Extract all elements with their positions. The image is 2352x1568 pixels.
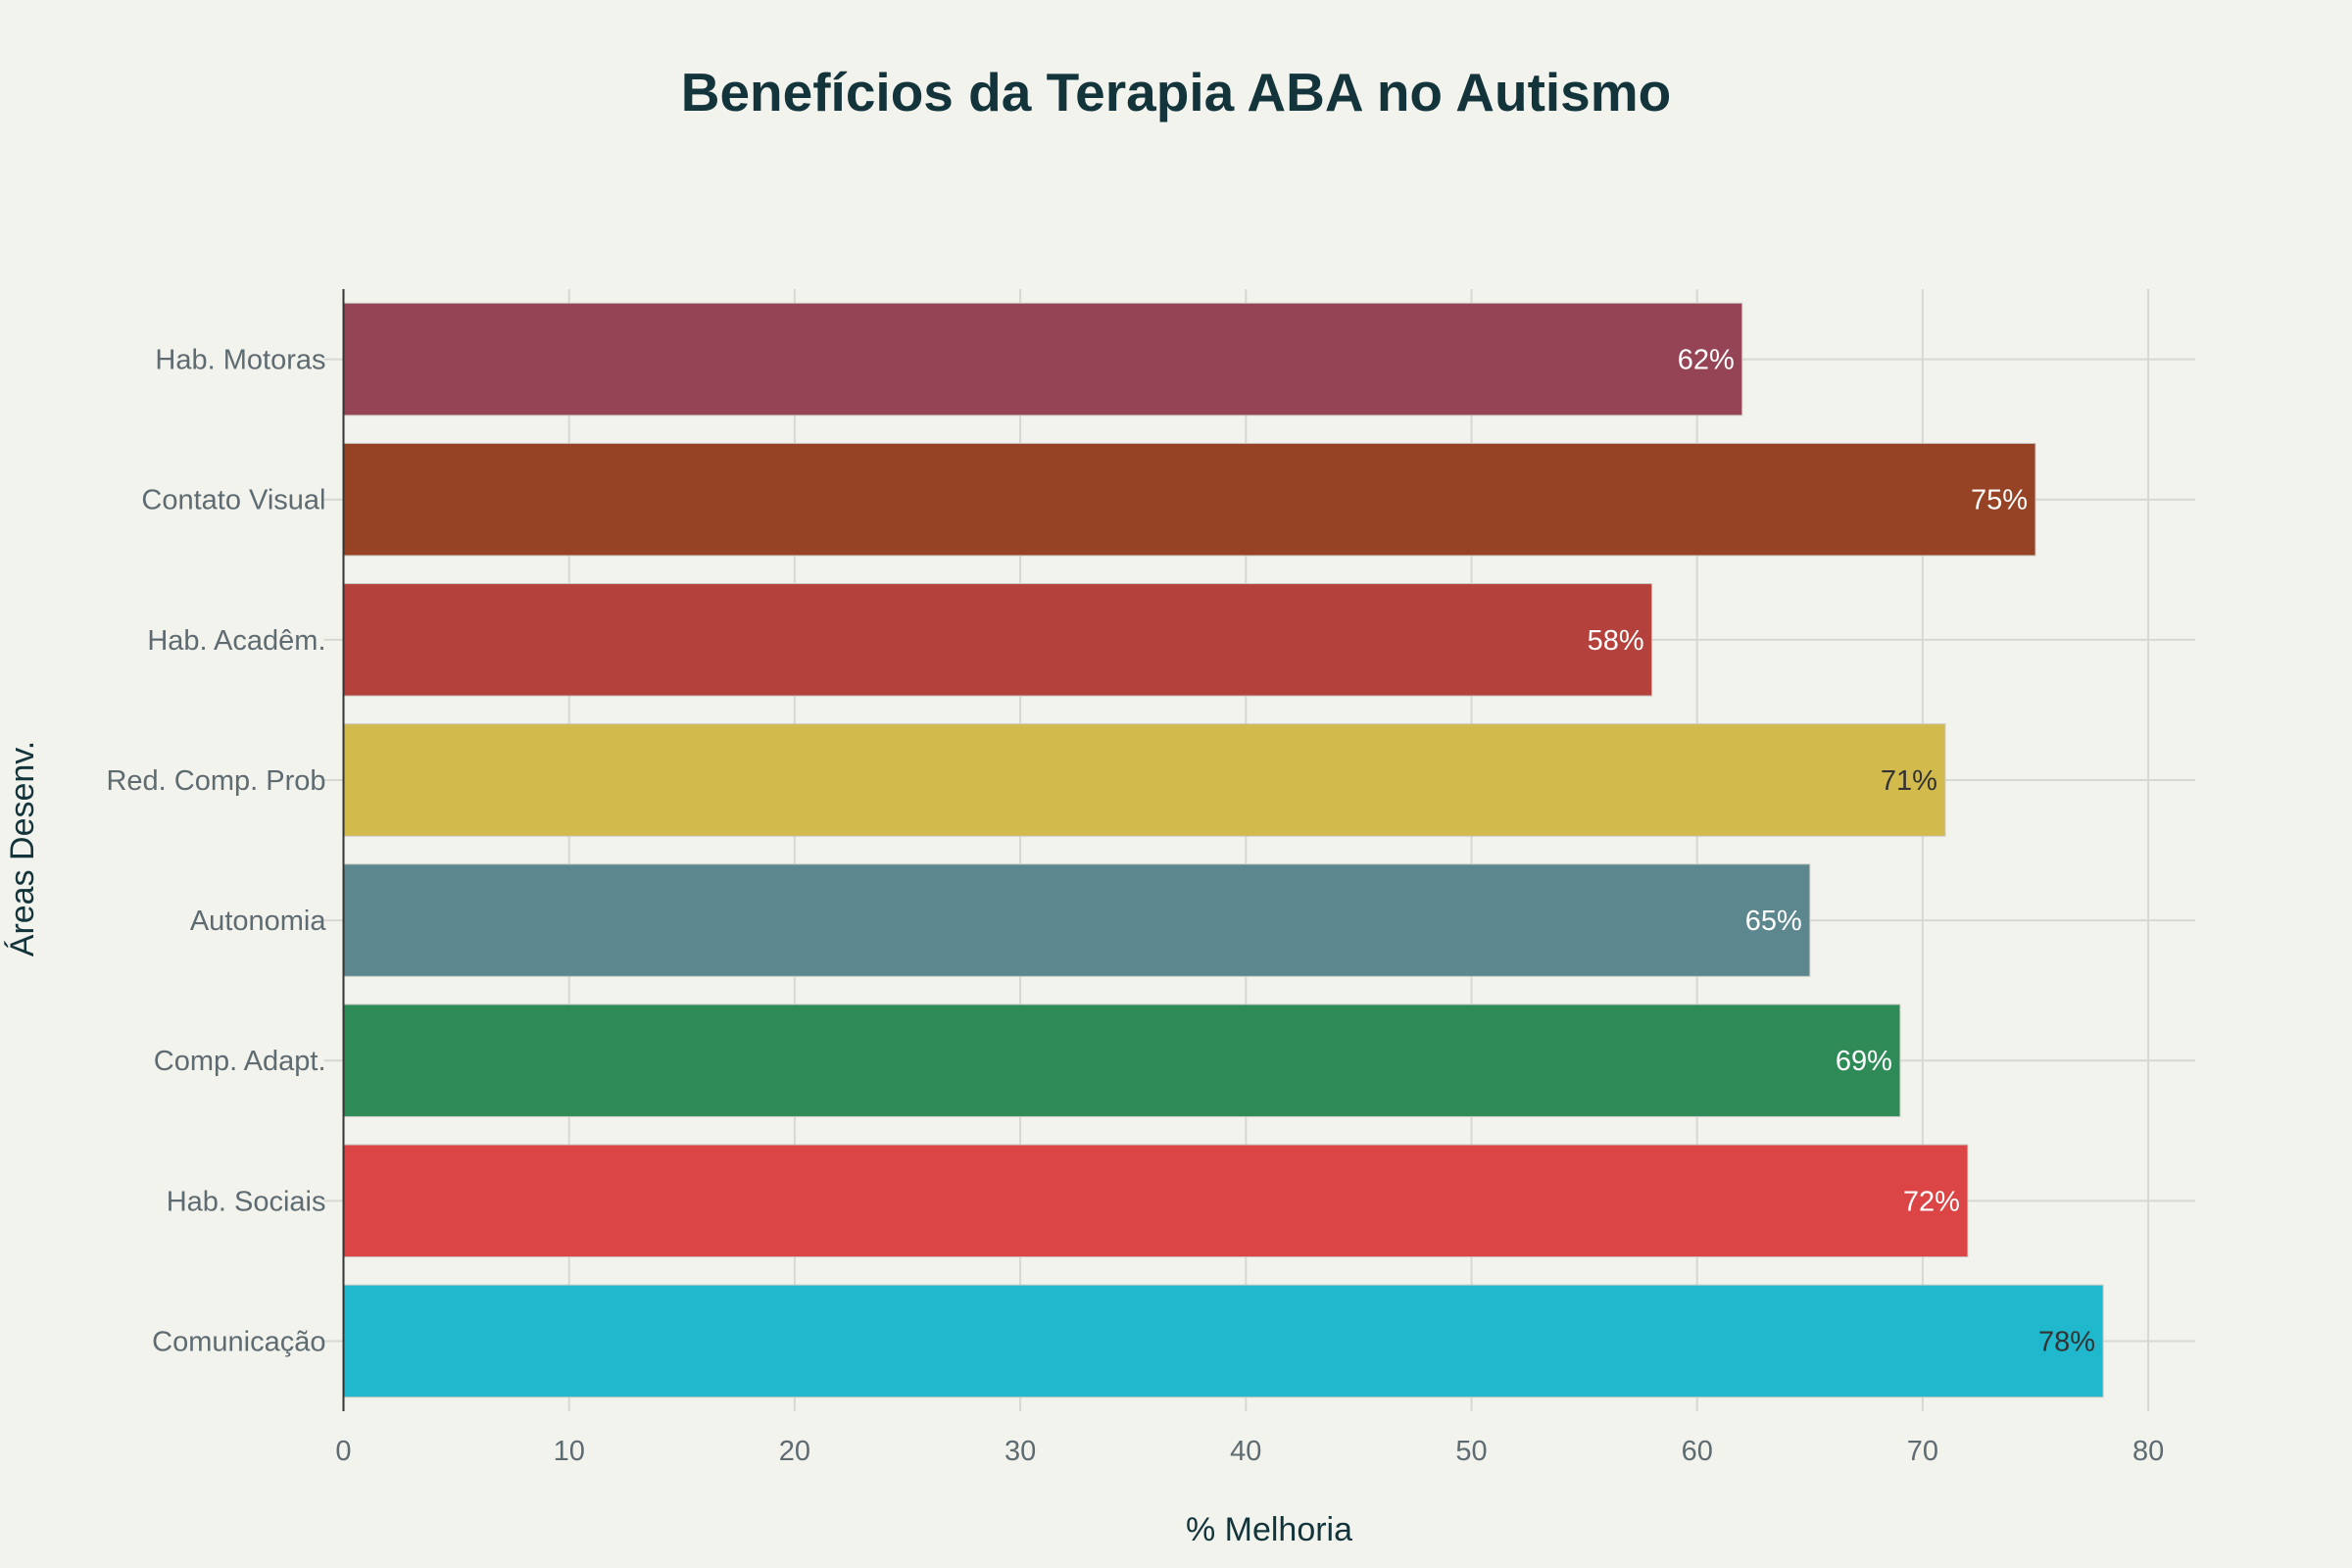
bar[interactable] [343, 302, 1743, 416]
data-label: 65% [1745, 906, 1802, 937]
bar[interactable] [343, 1144, 1969, 1258]
x-tick-label: 80 [2132, 1436, 2164, 1467]
x-tick-label: 40 [1230, 1436, 1261, 1467]
data-label: 78% [2038, 1326, 2095, 1357]
y-tick-label: Hab. Motoras [155, 345, 325, 376]
bar[interactable] [343, 863, 1811, 977]
y-tick-labels: Comunicação Hab. Sociais Comp. Adapt. Auton… [106, 345, 326, 1358]
bars [343, 302, 2104, 1398]
x-tick-label: 70 [1907, 1436, 1938, 1467]
data-label: 75% [1971, 485, 2028, 516]
bar[interactable] [343, 583, 1653, 697]
x-tick-label: 20 [779, 1436, 810, 1467]
bar[interactable] [343, 442, 2036, 557]
data-label: 62% [1678, 345, 1735, 376]
y-tick-label: Hab. Sociais [167, 1186, 326, 1217]
x-tick-label: 10 [554, 1436, 585, 1467]
bar[interactable] [343, 1004, 1901, 1117]
y-tick-label: Comp. Adapt. [154, 1046, 326, 1077]
x-axis-title: % Melhoria [1186, 1511, 1352, 1548]
y-tick-label: Comunicação [152, 1326, 325, 1357]
y-tick-label: Hab. Acadêm. [147, 625, 325, 657]
bar[interactable] [343, 723, 1946, 837]
y-tick-label: Autonomia [190, 906, 327, 937]
x-tick-label: 30 [1004, 1436, 1036, 1467]
chart-title: Benefícios da Terapia ABA no Autismo [680, 62, 1672, 122]
data-label: 69% [1836, 1046, 1892, 1077]
y-tick-label: Red. Comp. Prob [106, 765, 325, 797]
data-label: 71% [1881, 765, 1937, 797]
data-label: 58% [1588, 625, 1644, 657]
x-tick-label: 50 [1455, 1436, 1487, 1467]
x-tick-labels: 0 10 20 30 40 50 60 70 80 [335, 1436, 2164, 1467]
x-tick-label: 60 [1682, 1436, 1713, 1467]
data-label: 72% [1903, 1186, 1960, 1217]
data-labels: 78% 72% 69% 65% 71% 58% 75% 62% [1588, 345, 2095, 1358]
y-axis-title: Áreas Desenv. [4, 741, 41, 956]
x-tick-label: 0 [335, 1436, 351, 1467]
bar[interactable] [343, 1284, 2104, 1398]
y-tick-label: Contato Visual [141, 485, 325, 516]
